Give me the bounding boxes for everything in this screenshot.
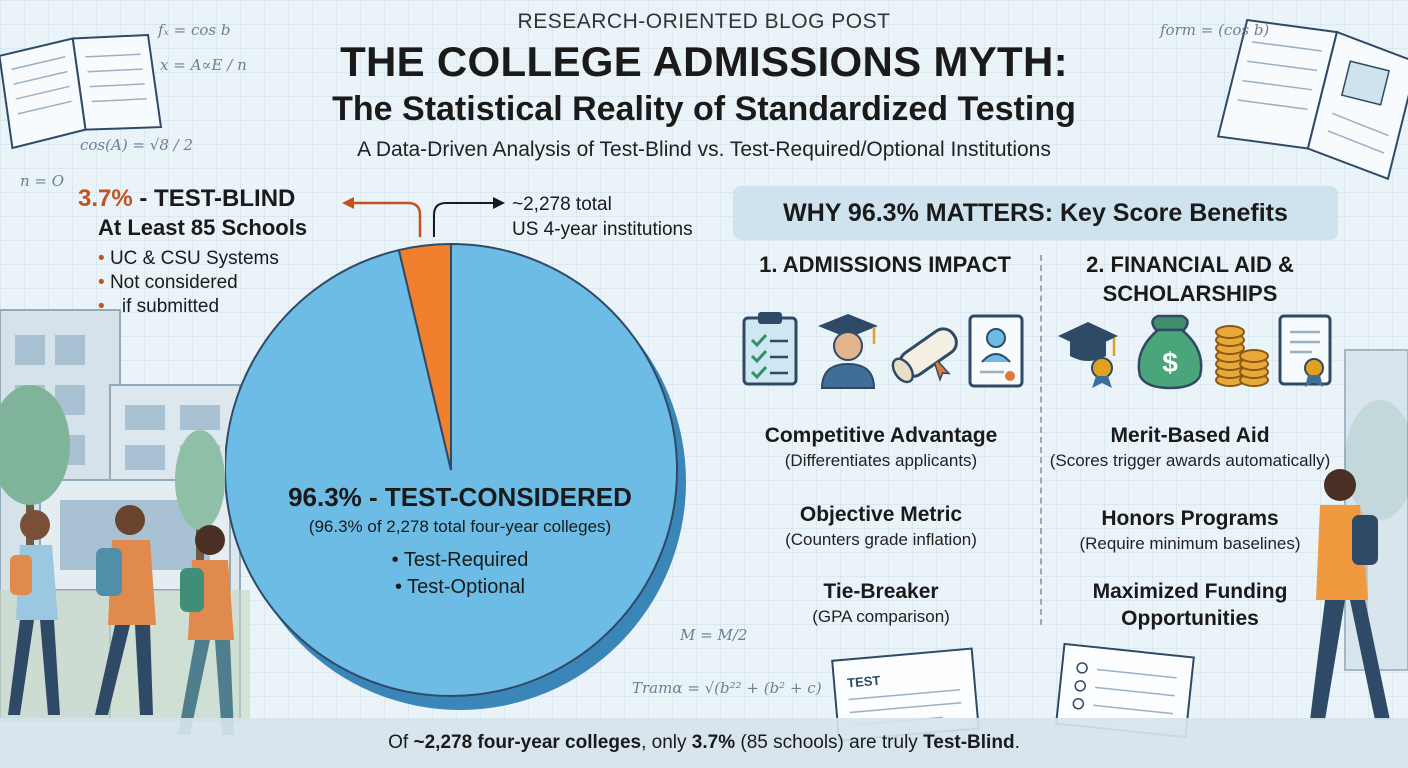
- test-considered-subtext: (96.3% of 2,278 total four-year colleges…: [308, 517, 612, 536]
- benefit-title-line-2: Opportunities: [1121, 607, 1259, 630]
- coin-stacks-icon: [1215, 325, 1269, 387]
- money-bag-icon: $: [1137, 314, 1203, 390]
- benefit-item: Maximized Funding Opportunities: [1045, 578, 1335, 632]
- test-blind-bullet: UC & CSU Systems: [98, 247, 279, 271]
- clipboard-checklist-icon: [742, 312, 798, 386]
- test-blind-bullet-text: if submitted: [121, 296, 220, 317]
- test-considered-bullet: Test-Optional: [238, 574, 682, 601]
- pie-slice-test-blind: [397, 242, 452, 471]
- formula-2: x = A∝E / n: [160, 56, 247, 74]
- open-book-right-illustration: [1216, 18, 1408, 181]
- financial-aid-heading-line-2: SCHOLARSHIPS: [1102, 281, 1278, 306]
- page-subtitle: The Statistical Reality of Standardized …: [332, 90, 1076, 128]
- test-considered-bullet: Test-Required: [238, 547, 682, 574]
- benefit-description: (Differentiates applicants): [784, 451, 978, 470]
- column-divider: [1040, 255, 1042, 625]
- total-arrowhead: [493, 197, 505, 209]
- total-callout-arrow: [433, 202, 495, 237]
- benefit-title: Merit-Based Aid: [1110, 424, 1270, 447]
- benefit-item: Merit-Based Aid (Scores trigger awards a…: [1045, 422, 1335, 472]
- formula-3: cos(A) = √8 / 2: [80, 136, 193, 154]
- test-blind-bullets: UC & CSU Systems Not considered • if sub…: [98, 247, 279, 319]
- benefit-item: Tie-Breaker (GPA comparison): [735, 578, 1027, 628]
- benefit-description: (Require minimum baselines): [1079, 534, 1301, 553]
- financial-aid-heading-line-1: 2. FINANCIAL AID &: [1086, 252, 1294, 277]
- footer-emphasis: 3.7%: [691, 732, 736, 753]
- benefit-title: Tie-Breaker: [823, 580, 939, 603]
- footer-summary: Of ~2,278 four-year colleges, only 3.7% …: [0, 718, 1408, 768]
- benefits-heading-box: WHY 96.3% MATTERS: Key Score Benefits: [733, 186, 1338, 240]
- formula-6: M = M/2: [679, 626, 747, 644]
- pie-slices: [225, 242, 678, 697]
- test-blind-arrowhead: [342, 197, 354, 209]
- test-considered-label-block: 96.3% - TEST-CONSIDERED (96.3% of 2,278 …: [238, 482, 682, 601]
- callout-arrows: [342, 197, 505, 237]
- students-illustration: [8, 469, 1390, 735]
- admissions-impact-heading: 1. ADMISSIONS IMPACT: [759, 252, 1011, 277]
- test-blind-bullet-continued: • if submitted: [98, 295, 279, 319]
- benefit-item: Honors Programs (Require minimum baselin…: [1045, 505, 1335, 555]
- total-line-1: ~2,278 total: [512, 194, 612, 215]
- formula-4: n = O: [20, 172, 64, 190]
- benefit-item: Objective Metric (Counters grade inflati…: [735, 501, 1027, 551]
- page-title: THE COLLEGE ADMISSIONS MYTH:: [340, 38, 1068, 85]
- footer-text: .: [1014, 732, 1020, 753]
- admissions-icons-row: [742, 312, 1024, 389]
- footer-text: (85 schools) are truly: [735, 732, 924, 753]
- benefit-description: (GPA comparison): [812, 607, 950, 626]
- test-considered-heading: 96.3% - TEST-CONSIDERED: [288, 482, 632, 512]
- footer-emphasis: ~2,278 four-year colleges: [413, 732, 642, 753]
- benefit-title: Competitive Advantage: [764, 424, 998, 447]
- benefit-item: Competitive Advantage (Differentiates ap…: [735, 422, 1027, 472]
- formula-1: fₓ = cos b: [157, 21, 230, 39]
- test-paper-label: TEST: [847, 673, 881, 691]
- test-blind-percent: 3.7%: [78, 185, 133, 212]
- graduation-cap-award-icon: [1058, 322, 1118, 388]
- graduate-icon: [818, 314, 878, 389]
- test-blind-heading: 3.7% - TEST-BLIND: [78, 185, 295, 213]
- open-book-left-illustration: [0, 33, 163, 150]
- footer-text: , only: [641, 732, 692, 753]
- financial-aid-heading: 2. FINANCIAL AID & SCHOLARSHIPS: [1045, 250, 1335, 308]
- pie-chart: [225, 242, 686, 710]
- footer-text: Of: [388, 732, 414, 753]
- award-certificate-icon: [1278, 314, 1332, 387]
- test-blind-count: At Least 85 Schools: [98, 215, 308, 240]
- diploma-scroll-icon: [891, 327, 958, 384]
- svg-text:$: $: [1162, 347, 1178, 378]
- eyebrow-label: RESEARCH-ORIENTED BLOG POST: [517, 10, 891, 33]
- benefit-title: Honors Programs: [1101, 507, 1279, 530]
- benefit-description: (Counters grade inflation): [785, 530, 977, 549]
- test-blind-label: - TEST-BLIND: [132, 185, 296, 212]
- footer-emphasis: Test-Blind: [923, 732, 1015, 753]
- test-considered-bullets: Test-Required Test-Optional: [238, 547, 682, 601]
- benefit-title: Maximized Funding: [1092, 580, 1288, 603]
- formula-7: Tramα = √(b²² + (b² + c): [632, 679, 822, 697]
- test-blind-callout-arrow: [352, 201, 422, 237]
- total-line-2: US 4-year institutions: [512, 219, 693, 240]
- financial-icons-row: $: [1058, 314, 1332, 390]
- benefit-title: Objective Metric: [799, 503, 963, 526]
- formula-5: form = (cos b): [1159, 21, 1269, 39]
- benefit-description: (Scores trigger awards automatically): [1049, 451, 1331, 470]
- total-institutions-note: ~2,278 total US 4-year institutions: [512, 192, 693, 242]
- certificate-document-icon: [968, 314, 1024, 388]
- page-tagline: A Data-Driven Analysis of Test-Blind vs.…: [357, 138, 1051, 161]
- test-blind-bullet: Not considered: [98, 271, 279, 295]
